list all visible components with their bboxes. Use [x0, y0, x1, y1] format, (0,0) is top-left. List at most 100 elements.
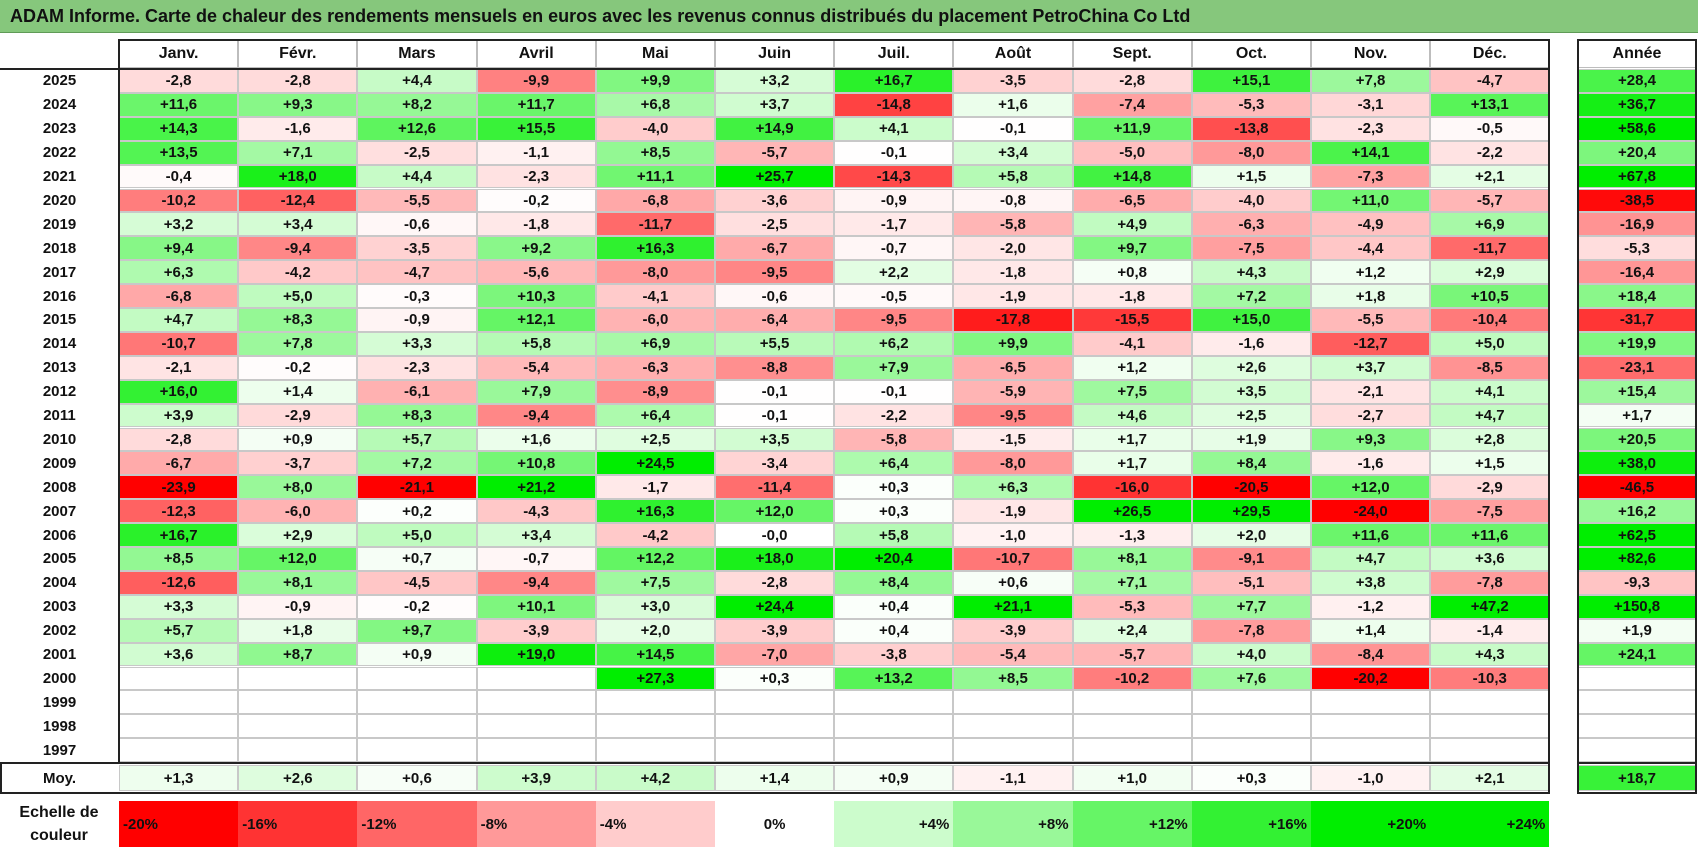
year-label: 2023	[42, 120, 77, 138]
heatmap-cell: -0,9	[238, 594, 358, 619]
heatmap-cell: +2,4	[1072, 618, 1192, 643]
heatmap-cell: +5,8	[476, 331, 596, 356]
annual-cell	[1578, 738, 1696, 763]
heatmap-cell: -11,7	[1430, 236, 1550, 261]
heatmap-cell: -14,8	[834, 92, 954, 117]
average-cell: +3,9	[476, 765, 596, 791]
average-cell: +0,6	[357, 765, 477, 791]
scale-swatch: 0%	[715, 801, 835, 847]
heatmap-cell: +25,7	[715, 164, 835, 189]
heatmap-cell: +12,0	[715, 499, 835, 524]
heatmap-cell: +1,4	[1311, 618, 1431, 643]
year-label: 2017	[42, 263, 77, 281]
heatmap-cell: +24,5	[595, 451, 715, 476]
scale-swatch: +4%	[834, 801, 954, 847]
heatmap-cell: +9,4	[119, 236, 239, 261]
heatmap-cell: +1,7	[1072, 427, 1192, 452]
heatmap-cell: -9,4	[476, 403, 596, 428]
scale-swatch: +8%	[953, 801, 1073, 847]
heatmap-cell: +5,8	[953, 164, 1073, 189]
heatmap-cell: +1,7	[1072, 451, 1192, 476]
heatmap-cell: -2,3	[476, 164, 596, 189]
heatmap-cell: -2,2	[1430, 140, 1550, 165]
heatmap-cell: +11,6	[1430, 523, 1550, 547]
heatmap-cell: +8,5	[119, 547, 239, 571]
heatmap-cell: -3,5	[953, 69, 1073, 93]
heatmap-cell: +3,0	[595, 594, 715, 619]
heatmap-cell: +6,3	[953, 475, 1073, 500]
heatmap-cell: +5,7	[119, 618, 239, 643]
heatmap-cell: -9,9	[476, 69, 596, 93]
annual-cell: -16,9	[1578, 212, 1696, 237]
heatmap-cell: +5,0	[1430, 331, 1550, 356]
heatmap-cell	[834, 690, 954, 715]
heatmap-cell: +1,4	[238, 379, 358, 404]
heatmap-cell	[595, 714, 715, 739]
annual-cell: +1,9	[1578, 618, 1696, 643]
heatmap-cell: +13,1	[1430, 92, 1550, 117]
heatmap-cell	[834, 738, 954, 763]
heatmap-cell: +6,8	[595, 92, 715, 117]
year-label: 1998	[42, 717, 77, 735]
heatmap-cell: +12,0	[238, 547, 358, 571]
heatmap-cell	[238, 690, 358, 715]
heatmap-cell: -4,7	[357, 260, 477, 285]
heatmap-cell: -1,0	[953, 523, 1073, 547]
heatmap-cell: -1,8	[953, 260, 1073, 285]
heatmap-cell: -2,8	[1072, 69, 1192, 93]
heatmap-cell	[119, 690, 239, 715]
annual-cell: +28,4	[1578, 69, 1696, 93]
heatmap-cell: -2,3	[357, 355, 477, 380]
year-label: 2006	[42, 526, 77, 544]
heatmap-cell: -16,0	[1072, 475, 1192, 500]
heatmap-cell: -5,1	[1191, 570, 1311, 595]
heatmap-cell: +19,0	[476, 642, 596, 667]
heatmap-cell: -0,9	[834, 188, 954, 213]
heatmap-cell: +2,5	[1191, 403, 1311, 428]
heatmap-cell: +2,9	[1430, 260, 1550, 285]
scale-swatch: -4%	[595, 801, 715, 847]
heatmap-cell: -0,9	[357, 308, 477, 332]
heatmap-cell: -10,3	[1430, 666, 1550, 691]
heatmap-cell: +2,0	[1191, 523, 1311, 547]
heatmap-cell: -6,8	[119, 284, 239, 308]
scale-swatch: +16%	[1191, 801, 1311, 847]
heatmap-cell	[715, 690, 835, 715]
heatmap-cell: -1,7	[595, 475, 715, 500]
heatmap-cell: -8,4	[1311, 642, 1431, 667]
heatmap-cell	[715, 738, 835, 763]
scale-swatch: -20%	[119, 801, 239, 847]
heatmap-cell	[1311, 738, 1431, 763]
heatmap-cell: +5,0	[357, 523, 477, 547]
annual-cell: +82,6	[1578, 547, 1696, 571]
heatmap-cell: +7,9	[476, 379, 596, 404]
annual-cell: +19,9	[1578, 331, 1696, 356]
title-bar: ADAM Informe. Carte de chaleur des rende…	[0, 0, 1698, 33]
heatmap-cell: -5,6	[476, 260, 596, 285]
heatmap-cell: -7,8	[1430, 570, 1550, 595]
heatmap-cell: +8,3	[357, 403, 477, 428]
annual-cell: +16,2	[1578, 499, 1696, 524]
heatmap-cell: +5,5	[715, 331, 835, 356]
average-cell: -1,1	[953, 765, 1073, 791]
heatmap-cell: -1,6	[238, 116, 358, 141]
heatmap-cell: -6,4	[715, 308, 835, 332]
heatmap-cell: -10,4	[1430, 308, 1550, 332]
heatmap-cell: +47,2	[1430, 594, 1550, 619]
heatmap-cell: -4,4	[1311, 236, 1431, 261]
heatmap-cell: -7,0	[715, 642, 835, 667]
heatmap-cell: -5,7	[1072, 642, 1192, 667]
heatmap-cell: -5,8	[834, 427, 954, 452]
heatmap-cell: +3,7	[1311, 355, 1431, 380]
year-label: 2019	[42, 215, 77, 233]
heatmap-cell: +3,6	[119, 642, 239, 667]
month-header: Nov.	[1311, 40, 1431, 68]
heatmap-cell: +6,3	[119, 260, 239, 285]
month-header: Avril	[476, 40, 596, 68]
average-cell: +1,3	[119, 765, 239, 791]
heatmap-cell: +7,9	[834, 355, 954, 380]
average-cell: +1,0	[1072, 765, 1192, 791]
heatmap-cell	[476, 714, 596, 739]
heatmap-cell: -3,9	[476, 618, 596, 643]
heatmap-cell: -8,9	[595, 379, 715, 404]
